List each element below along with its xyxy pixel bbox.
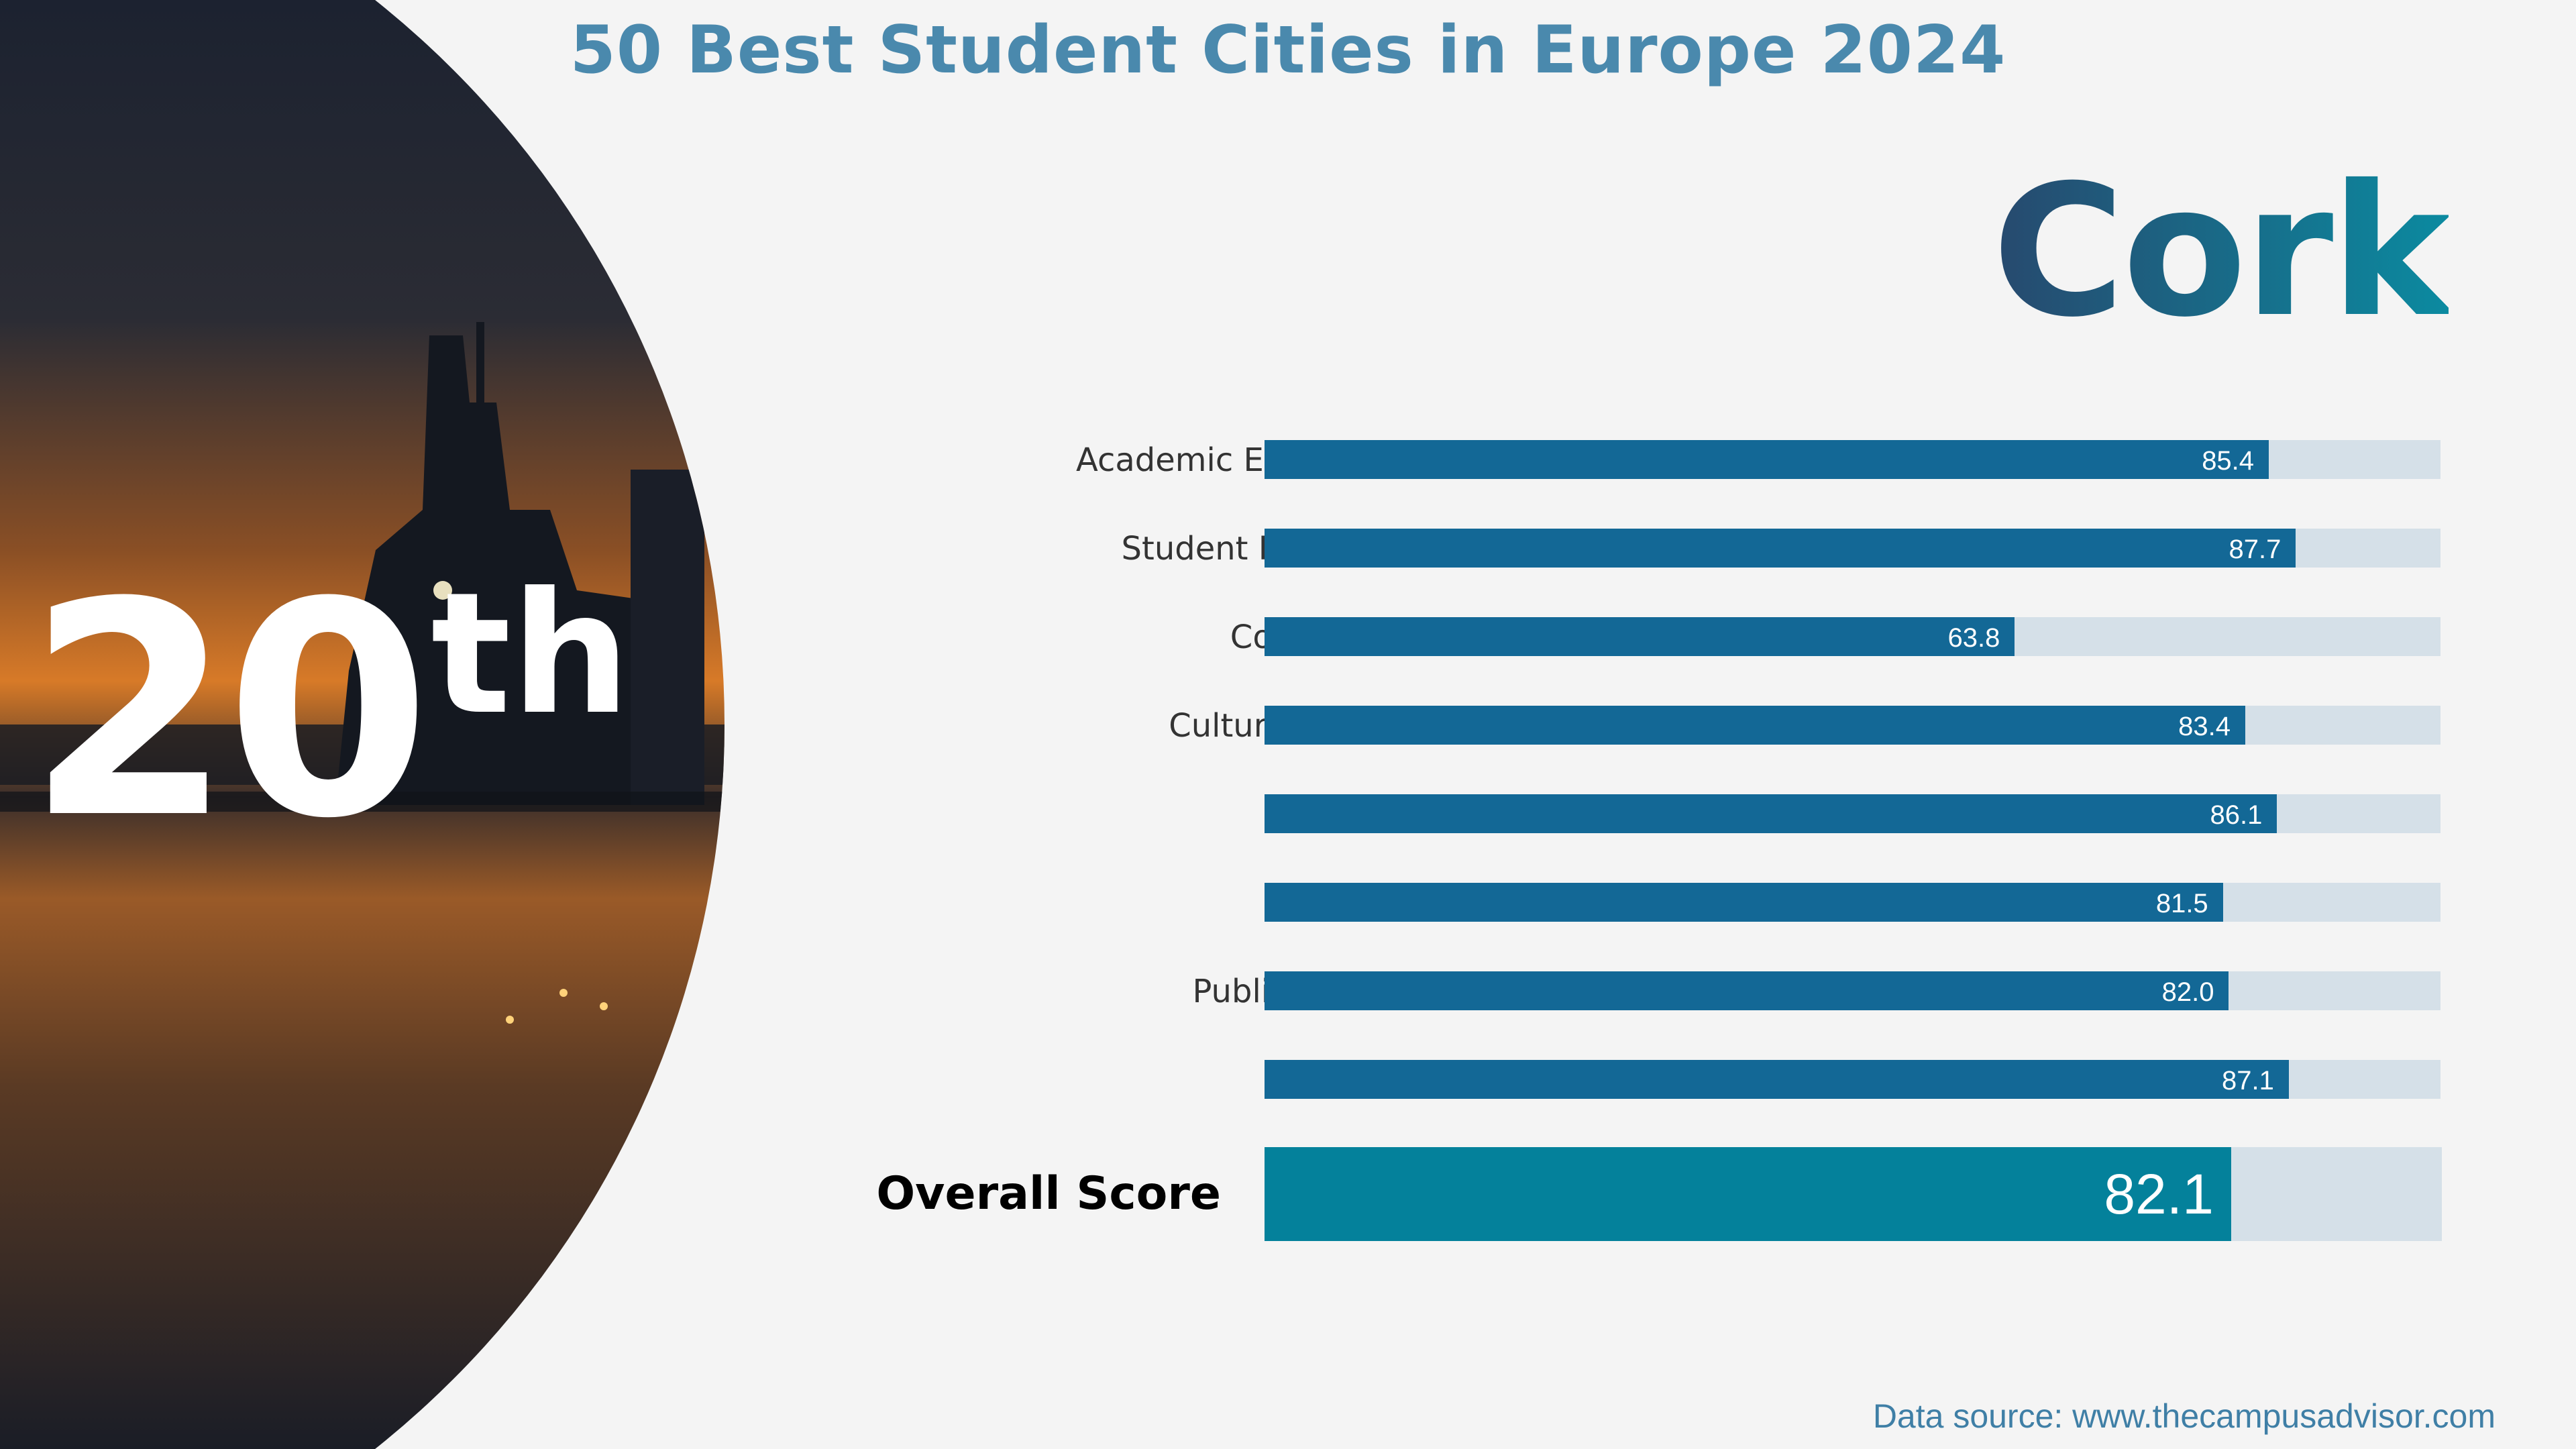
bar-value-label: 82.0 [2161, 977, 2214, 1007]
bar-value-label: 83.4 [2178, 712, 2231, 741]
bar-track: 81.5 [1265, 883, 2440, 922]
page-title: 50 Best Student Cities in Europe 2024 [570, 12, 2006, 89]
bar-track: 87.7 [1265, 529, 2440, 568]
bar-track: 82.0 [1265, 971, 2440, 1010]
bar: 87.1 [1265, 1060, 2289, 1099]
overall-bar: 82.1 [1265, 1147, 2231, 1241]
bar-track: 85.4 [1265, 440, 2440, 479]
bar-value-label: 87.1 [2222, 1066, 2274, 1095]
bar: 87.7 [1265, 529, 2296, 568]
overall-value-label: 82.1 [2104, 1163, 2214, 1226]
rank-badge: 20th [27, 564, 631, 859]
bar-value-label: 81.5 [2155, 889, 2208, 918]
bar: 86.1 [1265, 794, 2277, 833]
bar-track: 83.4 [1265, 706, 2440, 745]
bar: 85.4 [1265, 440, 2269, 479]
bar-value-label: 63.8 [1947, 623, 2000, 653]
rank-number: 20 [27, 539, 431, 883]
bar: 81.5 [1265, 883, 2223, 922]
city-name: Cork [1992, 146, 2451, 357]
bar: 83.4 [1265, 706, 2245, 745]
rank-suffix: th [431, 556, 631, 751]
bar-value-label: 87.7 [2229, 535, 2282, 564]
bar-value-label: 86.1 [2210, 800, 2263, 830]
bar: 63.8 [1265, 617, 2015, 656]
data-source-note: Data source: www.thecampusadvisor.com [1872, 1397, 2496, 1435]
harbor-photo [0, 0, 724, 1449]
bar: 82.0 [1265, 971, 2229, 1010]
bar-value-label: 85.4 [2202, 446, 2255, 476]
overall-score-label: Overall Score [876, 1167, 1221, 1220]
bar-track: 63.8 [1265, 617, 2440, 656]
bar-track: 87.1 [1265, 1060, 2440, 1099]
bar-track: 86.1 [1265, 794, 2440, 833]
overall-bar-track: 82.1 [1265, 1147, 2442, 1241]
